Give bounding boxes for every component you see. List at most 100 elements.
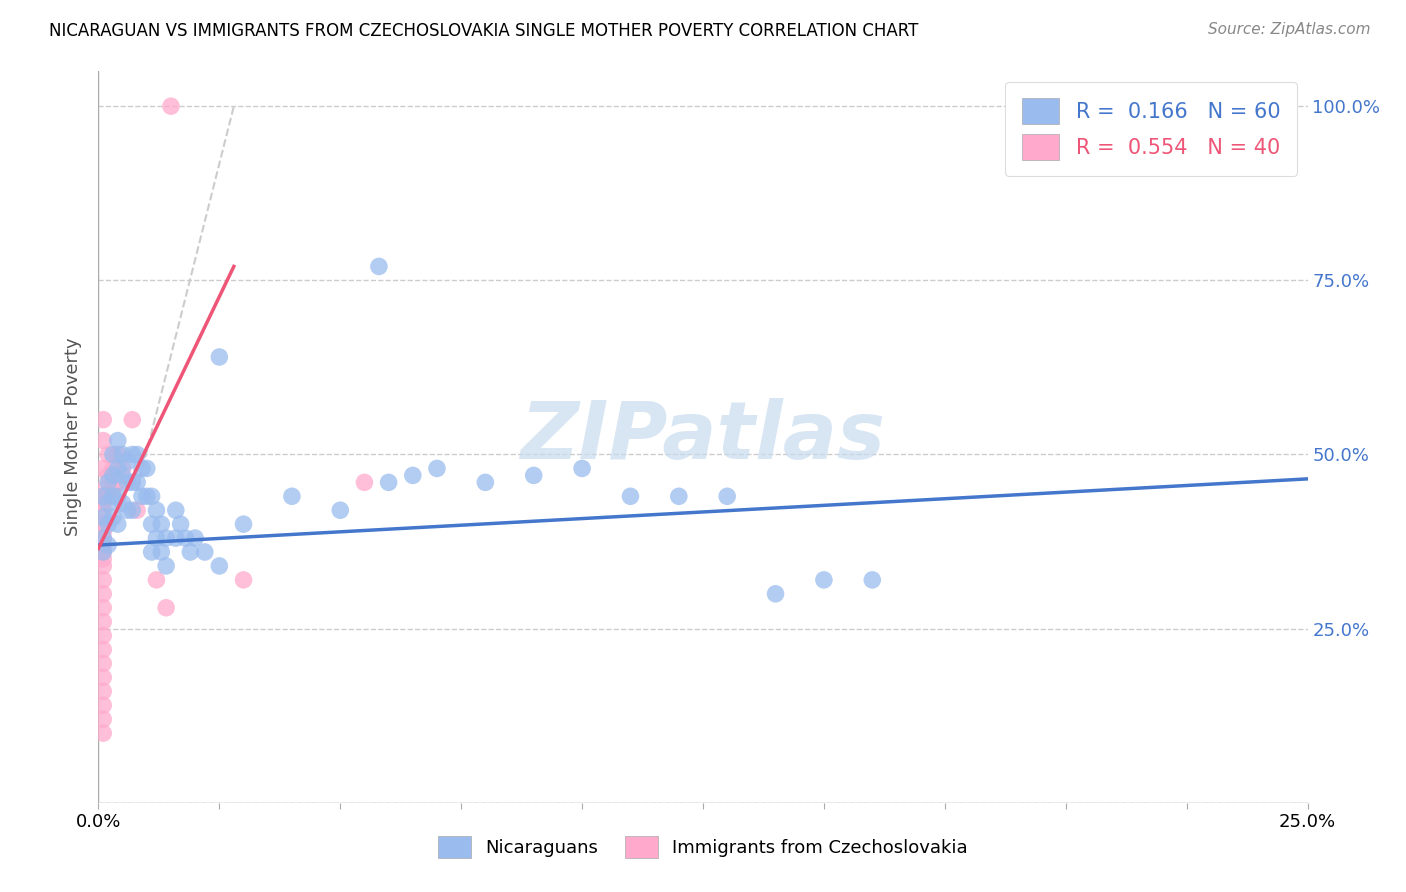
Point (619, 489, 641, 503)
Point (91, 531, 114, 545)
Point (101, 483, 124, 497)
Point (91, 531, 114, 545)
Point (91, 461, 114, 475)
Point (150, 517, 173, 532)
Point (91, 587, 114, 601)
Point (91, 545, 114, 559)
Point (111, 448, 134, 462)
Point (107, 489, 129, 503)
Point (135, 461, 157, 475)
Point (91, 496, 114, 510)
Point (184, 531, 207, 545)
Point (97, 538, 120, 552)
Point (145, 503, 167, 517)
Point (121, 412, 143, 426)
Point (91, 412, 114, 426)
Point (127, 448, 149, 462)
Point (91, 538, 114, 552)
Point (91, 657, 114, 671)
Point (117, 475, 139, 490)
Point (91, 524, 114, 538)
Point (281, 489, 304, 503)
Legend: Nicaraguans, Immigrants from Czechoslovakia: Nicaraguans, Immigrants from Czechoslova… (432, 829, 974, 865)
Point (145, 573, 167, 587)
Point (208, 350, 231, 364)
Point (121, 448, 143, 462)
Point (141, 517, 163, 532)
Point (91, 483, 114, 497)
Text: NICARAGUAN VS IMMIGRANTS FROM CZECHOSLOVAKIA SINGLE MOTHER POVERTY CORRELATION C: NICARAGUAN VS IMMIGRANTS FROM CZECHOSLOV… (49, 22, 918, 40)
Point (91, 698, 114, 713)
Point (97, 489, 120, 503)
Point (97, 517, 120, 532)
Point (174, 531, 197, 545)
Point (91, 670, 114, 684)
Point (145, 531, 167, 545)
Point (121, 503, 143, 517)
Point (117, 454, 139, 468)
Point (101, 468, 124, 483)
Point (155, 531, 177, 545)
Point (155, 600, 177, 615)
Point (101, 461, 124, 475)
Point (91, 573, 114, 587)
Point (97, 475, 120, 490)
Point (208, 558, 231, 573)
Point (91, 726, 114, 740)
Point (107, 434, 129, 448)
Point (160, 99, 183, 113)
Point (377, 475, 399, 490)
Point (91, 629, 114, 643)
Point (117, 503, 139, 517)
Point (426, 461, 449, 475)
Point (91, 552, 114, 566)
Point (127, 475, 149, 490)
Point (155, 558, 177, 573)
Point (150, 545, 173, 559)
Point (194, 545, 217, 559)
Point (179, 545, 201, 559)
Point (107, 461, 129, 475)
Point (169, 517, 191, 532)
Legend: R =  0.166   N = 60, R =  0.554   N = 40: R = 0.166 N = 60, R = 0.554 N = 40 (1005, 82, 1298, 177)
Point (571, 461, 593, 475)
Point (353, 475, 375, 490)
Point (131, 461, 153, 475)
Point (131, 489, 153, 503)
Point (97, 496, 120, 510)
Point (91, 558, 114, 573)
Point (765, 587, 787, 601)
Point (813, 573, 835, 587)
Point (111, 496, 134, 510)
Point (97, 468, 120, 483)
Point (91, 503, 114, 517)
Point (165, 503, 187, 517)
Point (107, 517, 129, 532)
Point (232, 573, 254, 587)
Point (91, 489, 114, 503)
Point (141, 545, 163, 559)
Point (91, 712, 114, 726)
Point (368, 260, 391, 274)
Point (135, 489, 157, 503)
Point (127, 503, 149, 517)
Point (402, 468, 425, 483)
Point (91, 684, 114, 698)
Point (101, 510, 124, 524)
Point (165, 531, 187, 545)
Point (91, 615, 114, 629)
Point (91, 545, 114, 559)
Point (329, 503, 352, 517)
Point (91, 510, 114, 524)
Y-axis label: Single Mother Poverty: Single Mother Poverty (65, 338, 83, 536)
Point (232, 517, 254, 532)
Point (91, 600, 114, 615)
Point (474, 475, 496, 490)
Point (860, 573, 883, 587)
Point (91, 489, 114, 503)
Point (523, 468, 546, 483)
Point (91, 517, 114, 532)
Point (111, 468, 134, 483)
Point (716, 489, 738, 503)
Point (101, 448, 124, 462)
